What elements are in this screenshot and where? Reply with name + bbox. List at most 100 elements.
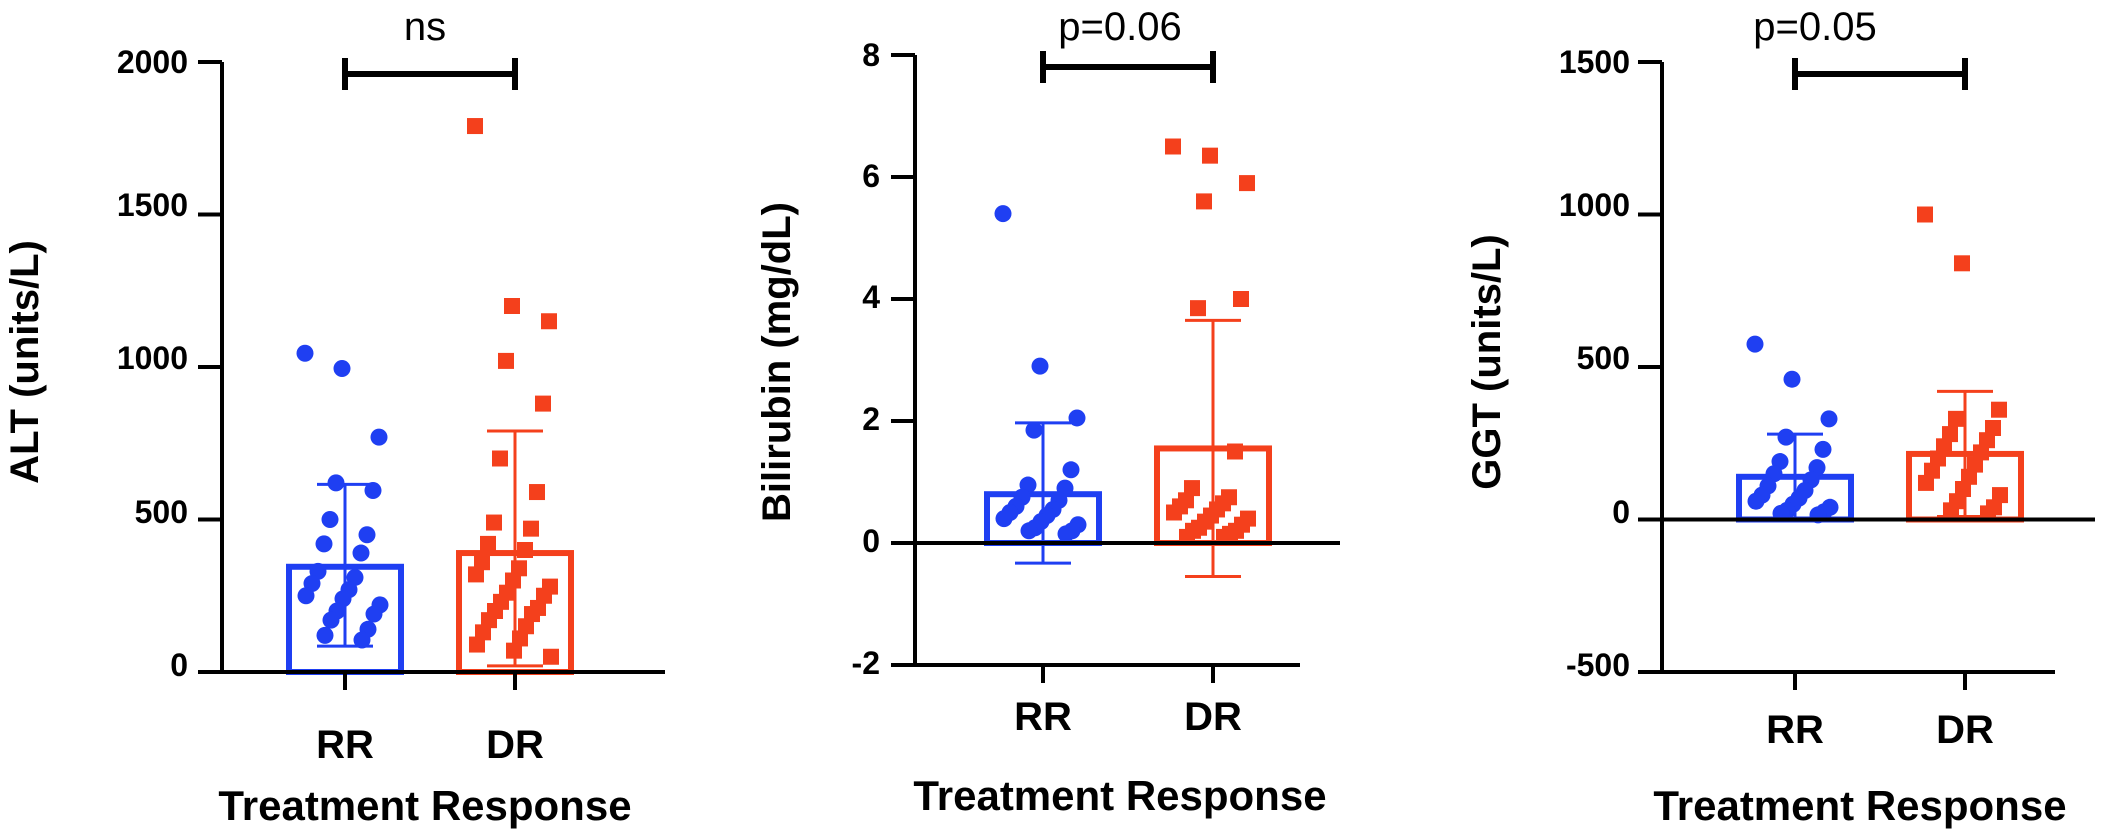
data-point	[505, 572, 521, 589]
panel-bilirubin: Bilirubin (mg/dL) Treatment Response p=0…	[755, 5, 1340, 819]
data-point	[296, 344, 314, 362]
data-point	[1746, 335, 1764, 353]
y-tick-label: 1000	[1559, 187, 1630, 223]
data-point	[1943, 502, 1959, 519]
data-point	[1239, 175, 1255, 192]
data-point	[1948, 410, 1964, 427]
x-axis-label: Treatment Response	[913, 772, 1326, 819]
data-point	[1025, 421, 1043, 439]
data-point	[498, 352, 514, 369]
data-point	[469, 636, 485, 653]
y-tick-label: 500	[135, 494, 188, 530]
y-tick-label: 0	[1612, 494, 1630, 530]
x-tick-label-rr: RR	[1766, 708, 1824, 752]
y-tick-label: 0	[862, 523, 880, 559]
y-tick-label: 500	[1577, 340, 1630, 376]
data-point	[481, 612, 497, 629]
data-point	[518, 618, 534, 635]
data-point	[467, 118, 483, 135]
data-point	[1917, 206, 1933, 223]
data-point	[352, 544, 370, 562]
y-ticks: 0 500 1000 1500 2000	[117, 44, 188, 683]
data-point	[535, 395, 551, 412]
data-point	[536, 587, 552, 604]
data-point	[995, 510, 1013, 528]
y-tick-label: 8	[862, 37, 880, 73]
data-point	[1985, 420, 2001, 436]
data-point	[529, 484, 545, 501]
y-ticks: -500 0 500 1000 1500	[1559, 44, 1630, 683]
data-point	[316, 626, 334, 644]
data-point	[333, 360, 351, 378]
data-point	[1930, 450, 1946, 467]
data-point	[524, 606, 540, 623]
x-tick-label-dr: DR	[486, 723, 544, 767]
plot-area-alt	[198, 58, 665, 690]
data-point	[353, 631, 371, 649]
data-point	[1967, 456, 1983, 473]
y-tick-label: 4	[862, 279, 880, 315]
data-point	[511, 560, 527, 577]
data-point	[1942, 426, 1958, 443]
data-point	[365, 605, 383, 623]
data-point	[1973, 444, 1989, 461]
data-point	[541, 313, 557, 330]
y-tick-label: 1500	[117, 187, 188, 223]
data-point	[1747, 492, 1765, 510]
y-tick-label: -500	[1566, 647, 1630, 683]
data-point	[468, 566, 484, 583]
data-point	[543, 648, 559, 665]
data-point	[322, 611, 340, 629]
x-tick-label-dr: DR	[1936, 708, 1994, 752]
data-point	[1179, 528, 1195, 545]
data-point	[492, 450, 508, 467]
y-ticks: -2 0 2 4 6 8	[852, 37, 881, 681]
data-point	[523, 520, 539, 537]
data-point	[327, 474, 345, 492]
data-point	[1955, 481, 1971, 497]
y-axis-label: ALT (units/L)	[3, 240, 47, 484]
y-axis-label: Bilirubin (mg/dL)	[755, 202, 799, 522]
data-point	[1166, 504, 1182, 521]
y-tick-label: 1500	[1559, 44, 1630, 80]
data-point	[1020, 522, 1038, 540]
data-point	[517, 542, 533, 558]
y-tick-label: 1000	[117, 340, 188, 376]
data-point	[1216, 528, 1232, 545]
data-point	[370, 428, 388, 446]
data-point	[1202, 147, 1218, 164]
y-tick-label: -2	[852, 645, 880, 681]
x-tick-label-rr: RR	[1014, 695, 1072, 739]
data-point	[1190, 300, 1206, 317]
data-point	[1991, 401, 2007, 418]
data-point	[321, 511, 339, 528]
data-point	[364, 482, 382, 500]
data-point	[1777, 428, 1795, 446]
data-point	[315, 535, 333, 553]
data-point	[1184, 480, 1200, 497]
data-point	[1031, 357, 1049, 375]
data-point	[474, 554, 490, 571]
data-point	[358, 526, 376, 544]
data-point	[1820, 410, 1838, 428]
data-point	[1227, 443, 1243, 460]
data-point	[1068, 409, 1086, 427]
data-point	[1992, 487, 2008, 504]
data-point	[1980, 505, 1996, 522]
data-point	[1062, 461, 1080, 479]
y-axis-label: GGT (units/L)	[1465, 234, 1509, 490]
data-point	[504, 298, 520, 314]
y-tick-label: 6	[862, 158, 880, 194]
data-point	[1918, 474, 1934, 491]
significance-label: ns	[404, 5, 446, 49]
data-point	[1954, 255, 1970, 272]
data-point	[1233, 291, 1249, 307]
significance-label: p=0.05	[1753, 5, 1876, 49]
data-point	[512, 630, 528, 647]
data-point	[1783, 370, 1801, 388]
y-tick-label: 2	[862, 401, 880, 437]
plot-area-bilirubin	[891, 51, 1340, 683]
data-point	[475, 624, 491, 641]
data-point	[1979, 432, 1995, 449]
data-point	[1165, 138, 1181, 155]
